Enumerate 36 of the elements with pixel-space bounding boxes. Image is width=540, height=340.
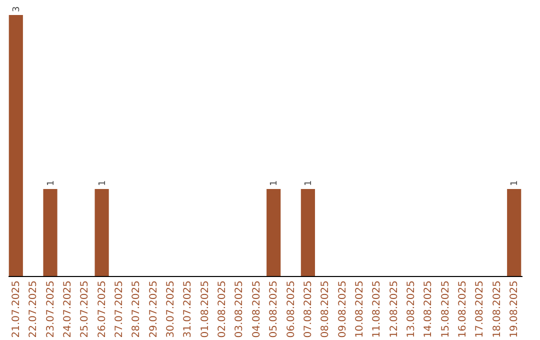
x-tick-label: 15.08.2025 bbox=[440, 280, 452, 338]
x-tick-label: 23.07.2025 bbox=[45, 280, 56, 338]
x-tick-label: 30.07.2025 bbox=[166, 280, 177, 338]
x-tick-label: 31.07.2025 bbox=[182, 280, 194, 338]
x-tick-label: 04.08.2025 bbox=[251, 280, 262, 338]
x-tick-label: 08.08.2025 bbox=[320, 280, 332, 338]
x-tick-label: 22.07.2025 bbox=[28, 280, 40, 338]
x-tick-label: 18.08.2025 bbox=[492, 280, 503, 338]
x-tick-label: 05.08.2025 bbox=[268, 280, 280, 338]
x-tick-label: 01.08.2025 bbox=[200, 280, 211, 338]
x-tick-label: 26.07.2025 bbox=[96, 280, 108, 338]
x-tick-label: 21.07.2025 bbox=[10, 280, 22, 338]
x-tick-label: 14.08.2025 bbox=[423, 280, 434, 338]
x-tick-label: 12.08.2025 bbox=[388, 280, 400, 338]
x-tick-label: 28.07.2025 bbox=[131, 280, 142, 338]
data-label: 1 bbox=[98, 180, 108, 186]
x-tick-label: 16.08.2025 bbox=[458, 280, 469, 338]
x-tick-label: 17.08.2025 bbox=[474, 280, 486, 338]
x-tick-label: 24.07.2025 bbox=[62, 280, 74, 338]
x-tick-label: 03.08.2025 bbox=[234, 280, 246, 338]
data-label: 1 bbox=[46, 180, 56, 186]
data-label: 3 bbox=[12, 6, 22, 12]
x-tick-label: 09.08.2025 bbox=[337, 280, 348, 338]
x-tick-label: 25.07.2025 bbox=[80, 280, 91, 338]
x-tick-label: 07.08.2025 bbox=[302, 280, 314, 338]
x-tick-label: 06.08.2025 bbox=[286, 280, 297, 338]
x-tick-label: 02.08.2025 bbox=[217, 280, 228, 338]
data-label: 1 bbox=[270, 180, 280, 186]
x-tick-label: 10.08.2025 bbox=[354, 280, 366, 338]
x-tick-label: 19.08.2025 bbox=[509, 280, 520, 338]
x-tick-label: 13.08.2025 bbox=[406, 280, 418, 338]
x-tick-label: 27.07.2025 bbox=[114, 280, 125, 338]
x-tick-label: 11.08.2025 bbox=[372, 280, 383, 338]
data-label: 1 bbox=[510, 180, 520, 186]
data-label: 1 bbox=[304, 180, 314, 186]
x-tick-label: 29.07.2025 bbox=[148, 280, 160, 338]
